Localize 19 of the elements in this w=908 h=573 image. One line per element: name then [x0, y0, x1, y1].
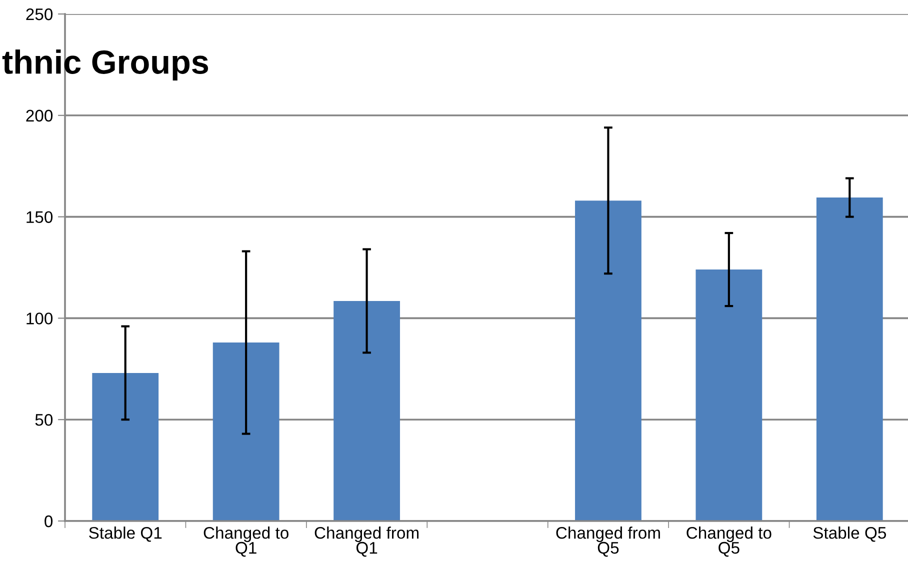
y-tick-label: 0 [44, 515, 53, 528]
bar [816, 198, 883, 521]
x-tick-label: Changed from Q1 [314, 526, 418, 557]
bar [212, 342, 280, 521]
x-tick-label: Stable Q5 [813, 526, 886, 542]
y-tick-label: 100 [26, 312, 53, 324]
y-tick-label: 200 [26, 110, 53, 122]
bar [575, 200, 642, 521]
bar [696, 270, 762, 521]
x-tick-label: Changed to Q5 [686, 526, 772, 557]
x-tick-label: Stable Q1 [89, 526, 162, 542]
bar [334, 300, 400, 521]
y-tick-label: 250 [26, 8, 53, 20]
x-tick-label: Changed to Q1 [204, 526, 288, 557]
text: thnic Groups [2, 49, 208, 81]
bar [92, 372, 159, 521]
x-tick-label: Changed from Q5 [556, 526, 660, 557]
y-tick-label: 150 [26, 211, 53, 224]
y-tick-label: 50 [35, 414, 53, 426]
